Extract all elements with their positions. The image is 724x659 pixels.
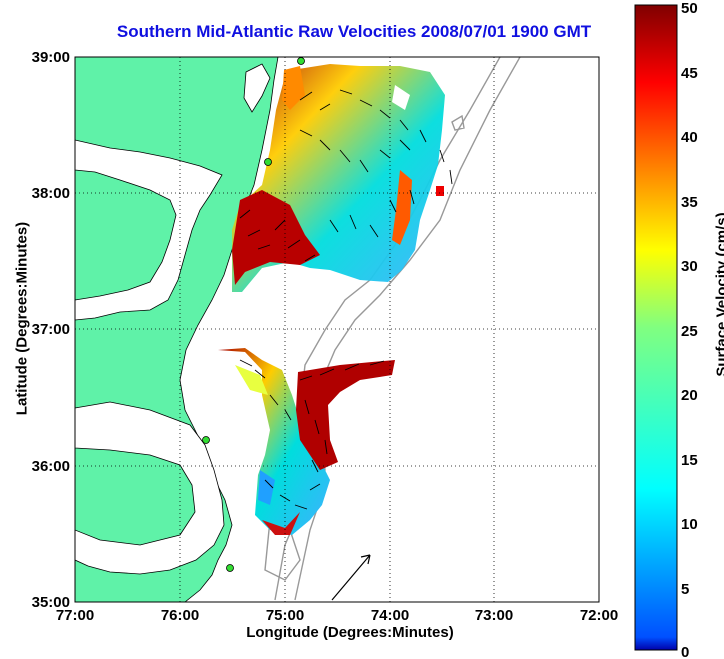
colorbar-tick-label: 45	[681, 65, 698, 82]
velocity-field-south	[218, 348, 395, 535]
x-tick-label: 74:00	[371, 607, 409, 624]
colorbar-tick-label: 30	[681, 258, 698, 275]
colorbar-tick-label: 35	[681, 194, 698, 211]
x-tick-label: 75:00	[266, 607, 304, 624]
delaware-bay	[243, 63, 271, 113]
x-tick-label: 73:00	[475, 607, 513, 624]
colorbar-tick-label: 50	[681, 0, 698, 17]
x-tick-label: 72:00	[580, 607, 618, 624]
colorbar-tick-label: 20	[681, 387, 698, 404]
station-marker	[226, 564, 234, 572]
y-tick-label: 37:00	[32, 321, 70, 338]
station-marker	[264, 158, 272, 166]
colorbar-tick-label: 5	[681, 581, 689, 598]
x-axis: 77:00 76:00 75:00 74:00 73:00 72:00	[56, 607, 618, 624]
colorbar-tick-label: 40	[681, 129, 698, 146]
x-axis-label: Longitude (Degrees:Minutes)	[246, 624, 454, 641]
x-tick-label: 76:00	[161, 607, 199, 624]
grid-lines	[75, 57, 599, 602]
colorbar-ticks: 50 45 40 35 30 25 20 15 10 5 0	[681, 0, 698, 659]
colorbar	[634, 4, 678, 651]
y-tick-label: 39:00	[32, 49, 70, 66]
hf-radar-stations	[202, 57, 305, 572]
map-title: Southern Mid-Atlantic Raw Velocities 200…	[116, 22, 592, 41]
colorbar-tick-label: 0	[681, 644, 689, 659]
chesapeake-bay	[75, 139, 223, 321]
station-marker	[202, 436, 210, 444]
axes-frame	[74, 56, 600, 603]
pamlico-sound	[75, 401, 225, 575]
colorbar-tick-label: 15	[681, 452, 698, 469]
y-tick-label: 35:00	[32, 594, 70, 611]
y-tick-label: 38:00	[32, 185, 70, 202]
station-marker	[297, 57, 305, 65]
colorbar-tick-label: 25	[681, 323, 698, 340]
y-tick-label: 36:00	[32, 458, 70, 475]
colorbar-tick-label: 10	[681, 516, 698, 533]
x-tick-label: 77:00	[56, 607, 94, 624]
y-axis: 39:00 38:00 37:00 36:00 35:00	[32, 49, 70, 611]
